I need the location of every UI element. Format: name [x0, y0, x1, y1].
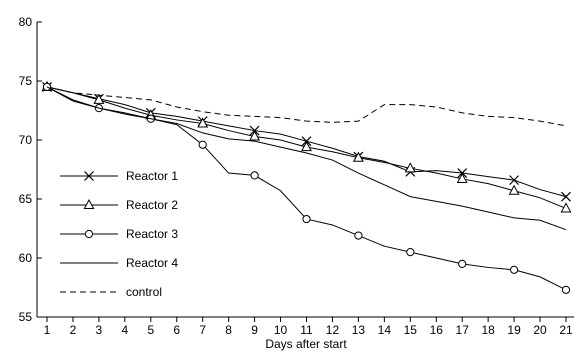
x-tick-label: 9	[251, 323, 258, 337]
x-tick-label: 7	[199, 323, 206, 337]
x-tick-label: 16	[430, 323, 444, 337]
data-point-reactor-3	[250, 171, 259, 180]
x-tick-label: 18	[481, 323, 495, 337]
data-point-reactor-3	[458, 259, 467, 268]
x-tick-label: 20	[533, 323, 547, 337]
series-line-reactor-4	[46, 86, 567, 231]
x-tick-label: 14	[378, 323, 392, 337]
series-reactor-3	[42, 82, 571, 294]
legend-label: control	[126, 285, 162, 299]
series-reactor-4	[46, 86, 567, 231]
legend-label: Reactor 2	[126, 198, 178, 212]
legend-item-reactor-3: Reactor 3	[60, 227, 178, 241]
legend-label: Reactor 4	[126, 256, 178, 270]
legend-label: Reactor 3	[126, 227, 178, 241]
y-tick-label: 75	[19, 74, 33, 88]
data-point-reactor-2	[456, 172, 468, 183]
legend: Reactor 1 Reactor 2 Reactor 3 Reactor 4 cont…	[60, 169, 178, 299]
x-tick-label: 15	[404, 323, 418, 337]
data-point-reactor-3	[354, 231, 363, 240]
series-reactor-2	[41, 80, 572, 213]
x-axis-title: Days after start	[265, 337, 347, 351]
series-control	[46, 86, 567, 127]
x-tick-label: 5	[147, 323, 154, 337]
y-ticks: 55 60 65 70 75 80	[19, 15, 42, 324]
data-point-reactor-3	[198, 140, 207, 149]
x-tick-label: 17	[456, 323, 470, 337]
data-point-reactor-1	[509, 175, 520, 186]
x-tick-label: 12	[326, 323, 340, 337]
legend-item-reactor-2: Reactor 2	[60, 198, 178, 212]
x-tick-label: 4	[122, 323, 129, 337]
legend-item-reactor-1: Reactor 1	[60, 169, 178, 183]
x-tick-label: 8	[225, 323, 232, 337]
data-point-reactor-3	[509, 265, 519, 274]
data-point-reactor-1	[561, 191, 571, 202]
data-point-reactor-3	[406, 248, 415, 257]
y-tick-label: 80	[19, 15, 33, 29]
x-tick-label: 10	[274, 323, 288, 337]
data-point-reactor-3	[302, 214, 311, 224]
data-point-reactor-3	[561, 285, 571, 294]
x-tick-label: 6	[173, 323, 180, 337]
x-tick-label: 19	[507, 323, 521, 337]
data-point-reactor-2	[560, 202, 572, 213]
data-point-reactor-2	[197, 117, 209, 128]
series-layer	[41, 80, 572, 294]
y-tick-label: 55	[19, 310, 33, 324]
y-tick-label: 60	[19, 251, 33, 265]
x-tick-label: 1	[44, 323, 51, 337]
x-tick-label: 11	[300, 323, 313, 337]
data-point-reactor-2	[508, 184, 520, 195]
x-tick-label: 2	[70, 323, 77, 337]
data-point-reactor-2	[301, 141, 312, 152]
legend-marker	[84, 229, 94, 239]
legend-marker	[83, 198, 95, 209]
data-point-reactor-2	[404, 162, 416, 173]
data-point-reactor-2	[93, 93, 105, 104]
legend-item-reactor-4: Reactor 4	[60, 256, 178, 270]
data-point-reactor-2	[249, 130, 261, 141]
legend-marker	[84, 171, 94, 181]
y-tick-label: 70	[19, 133, 33, 147]
series-line-control	[46, 86, 567, 127]
x-tick-label: 13	[352, 323, 366, 337]
x-ticks: 1 2 3 4 5 6 7 8 9 10 11 12 13 14 15 16 17 18 19 20 21	[44, 317, 573, 337]
data-point-reactor-2	[352, 151, 364, 162]
legend-item-control: control	[60, 285, 162, 299]
legend-label: Reactor 1	[126, 169, 178, 183]
series-line-reactor-3	[46, 86, 567, 291]
x-tick-label: 3	[96, 323, 103, 337]
x-tick-label: 21	[559, 323, 573, 337]
y-tick-label: 65	[19, 192, 33, 206]
